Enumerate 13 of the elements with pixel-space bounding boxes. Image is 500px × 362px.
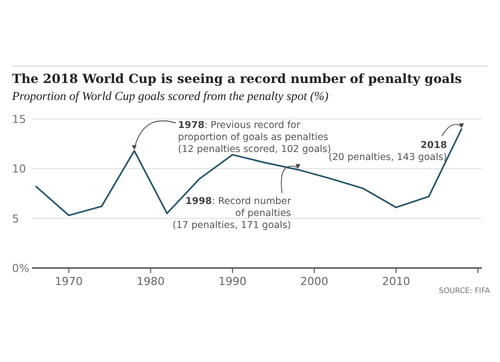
x-tick-label: 2000 [300, 275, 328, 288]
x-tick-label: 1980 [136, 275, 165, 288]
y-tick-label: 10 [12, 162, 26, 176]
chart-subtitle: Proportion of World Cup goals scored from the penalty spot (%) [11, 89, 329, 103]
annotation: 1978: Previous record for proportion of goals as penalties (12 penalties scored, 102 goals) [178, 120, 332, 155]
x-tick-label: 2010 [382, 275, 410, 288]
x-tick-label: 1990 [218, 275, 246, 288]
y-tick-label: 5 [12, 212, 19, 226]
x-tick-label: 1970 [54, 275, 83, 288]
y-tick-label: 15 [12, 113, 26, 126]
chart-title: The 2018 World Cup is seeing a record number of penalty goals [12, 71, 462, 86]
y-tick-label: 0% [12, 262, 30, 275]
annotation: 1998: Record number of penalties (17 penalties, 171 goals) [172, 196, 292, 231]
